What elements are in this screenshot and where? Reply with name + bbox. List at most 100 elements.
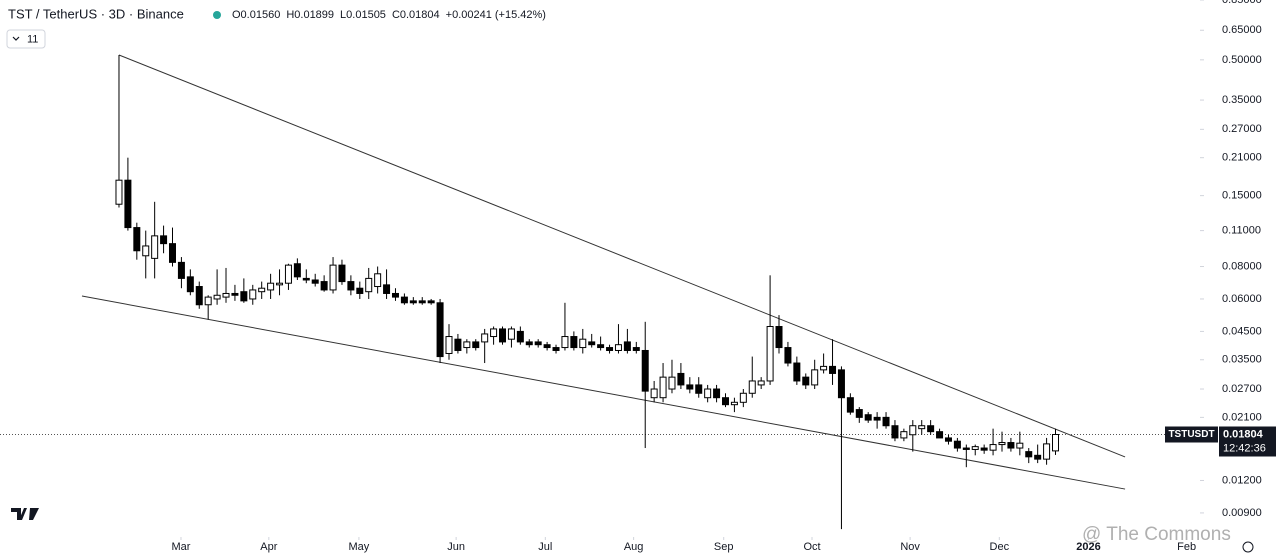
indicator-count: 11 <box>27 33 38 45</box>
countdown: 12:42:36 <box>1223 442 1266 454</box>
candle-body <box>552 347 560 351</box>
candle-body <box>802 376 810 386</box>
y-tick-label: 0.50000 <box>1222 54 1262 66</box>
candle-body <box>829 365 837 374</box>
candle-body <box>391 292 399 298</box>
candle-body <box>579 338 587 349</box>
ohlc-low: L0.01505 <box>340 9 386 21</box>
candle-body <box>356 287 364 294</box>
candle-body <box>177 261 185 279</box>
candle-body <box>418 300 426 304</box>
candle-body <box>186 276 194 293</box>
candle-body <box>606 347 614 351</box>
candle-body <box>597 344 605 349</box>
candle-body <box>543 344 551 349</box>
x-tick-label: Sep <box>714 541 734 553</box>
settings-icon[interactable] <box>1242 541 1254 553</box>
candle-body <box>507 328 515 340</box>
candle-body <box>276 282 284 286</box>
candle-body <box>204 296 212 306</box>
ohlc-open: O0.01560 <box>232 9 280 21</box>
candle-body <box>1043 443 1051 460</box>
watermark: @ The Commons <box>1082 524 1231 545</box>
candle-body <box>534 341 542 346</box>
candle-body <box>133 227 141 252</box>
y-tick-label: 0.21000 <box>1222 152 1262 164</box>
trendline <box>118 54 1126 458</box>
candle-body <box>909 425 917 436</box>
symbol-box <box>1165 426 1218 443</box>
candle-body <box>365 277 373 293</box>
y-tick-label: 0.27000 <box>1222 123 1262 135</box>
candle-body <box>311 279 319 284</box>
ohlc-close: C0.01804 <box>392 9 440 21</box>
candle-body <box>231 292 239 296</box>
y-tick-label: 0.02100 <box>1222 411 1262 423</box>
candle-body <box>115 179 123 205</box>
candle-body <box>561 336 569 349</box>
candle-body <box>962 447 970 450</box>
candle-body <box>151 235 159 259</box>
candle-body <box>927 425 935 433</box>
trendline <box>81 295 1126 490</box>
candle-body <box>936 431 944 439</box>
candle-body <box>168 243 176 263</box>
y-tick-label: 0.15000 <box>1222 190 1262 202</box>
y-tick-label: 0.01200 <box>1222 474 1262 486</box>
price-axis <box>1200 0 1280 559</box>
candle-body <box>338 264 346 283</box>
candle-body <box>748 380 756 394</box>
ohlc-change: +0.00241 (+15.42%) <box>446 9 546 21</box>
candle-body <box>793 362 801 382</box>
candle-body <box>686 384 694 390</box>
candle-body <box>588 341 596 346</box>
candle-body <box>971 446 979 450</box>
candle-body <box>427 300 435 304</box>
candle-body <box>704 388 712 399</box>
indicator-toggle[interactable] <box>6 29 46 49</box>
candle-body <box>650 388 658 399</box>
candle-body <box>766 326 774 382</box>
price-label: TSTUSDT 0.01804 12:42:36 <box>1165 426 1276 457</box>
candle-body <box>267 282 275 291</box>
candle-body <box>900 431 908 439</box>
ohlc-high: H0.01899 <box>286 9 334 21</box>
candle-body <box>944 437 952 442</box>
symbol-title: TST / TetherUS · 3D · Binance <box>8 6 184 21</box>
chevron-icon <box>12 36 20 41</box>
candle-body <box>846 397 854 413</box>
candle-body <box>695 384 703 394</box>
candle-body <box>160 235 168 245</box>
axes: 0.85000 0.65000 0.50000 0.35000 0.27000 0.210… <box>171 0 1276 553</box>
candle-body <box>980 447 988 451</box>
candle-body <box>659 376 667 399</box>
candle-body <box>124 179 132 229</box>
candle-body <box>873 416 881 421</box>
tv-logo <box>11 508 39 520</box>
y-tick-label: 0.06000 <box>1222 293 1262 305</box>
candle-body <box>820 365 828 371</box>
x-tick-label: Dec <box>990 541 1010 553</box>
x-tick-label: 2026 <box>1076 541 1100 553</box>
x-tick-label: May <box>349 541 370 553</box>
candle-body <box>623 341 631 351</box>
candle-body <box>499 328 507 343</box>
y-tick-label: 0.03500 <box>1222 354 1262 366</box>
candle-body <box>1016 442 1024 449</box>
header: TST / TetherUS · 3D · Binance O0.01560 H… <box>6 6 546 49</box>
candle-body <box>1025 451 1033 458</box>
candle-body <box>677 372 685 386</box>
y-tick-label: 0.08000 <box>1222 260 1262 272</box>
y-tick-label: 0.04500 <box>1222 325 1262 337</box>
candle-body <box>641 349 649 392</box>
candle-body <box>374 273 382 288</box>
candle-body <box>142 245 150 257</box>
y-tick-label: 0.35000 <box>1222 94 1262 106</box>
candle-body <box>436 302 444 358</box>
candle-body <box>329 264 337 291</box>
y-tick-label: 0.85000 <box>1222 0 1262 6</box>
x-tick-label: Nov <box>900 541 920 553</box>
candle-body <box>409 300 417 304</box>
candle-body <box>757 380 765 386</box>
